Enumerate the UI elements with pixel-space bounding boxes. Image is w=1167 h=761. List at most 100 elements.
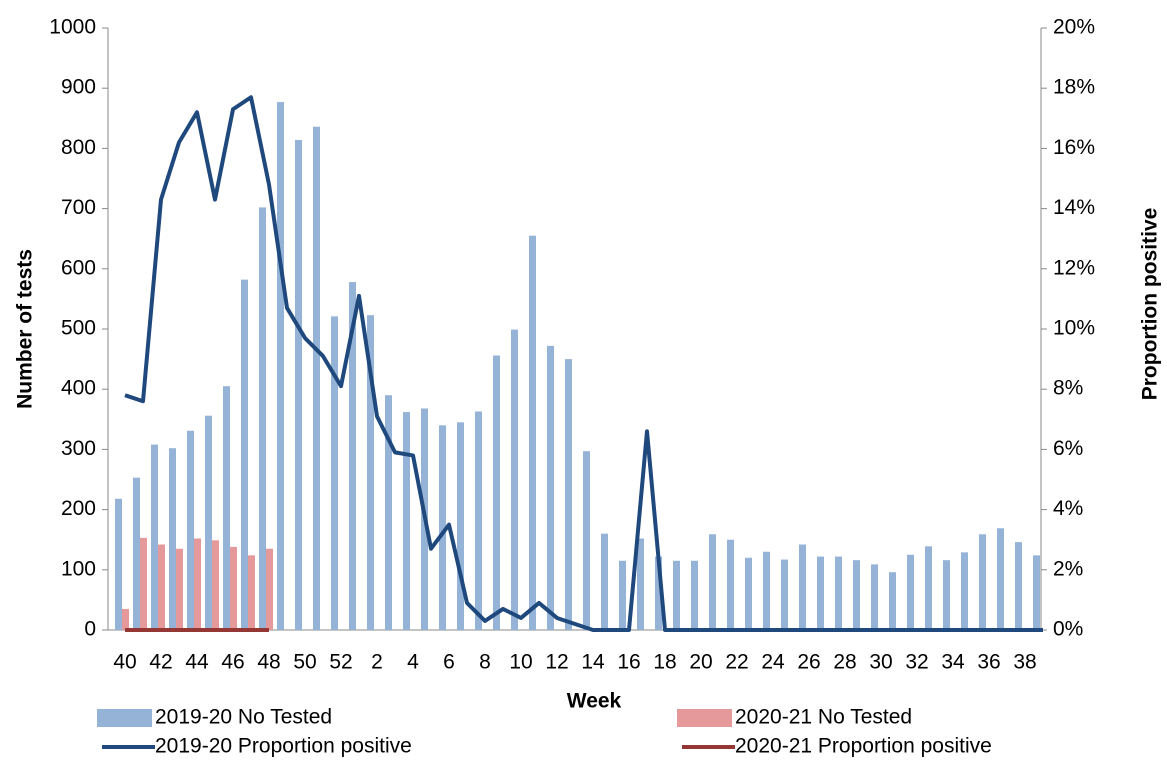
bar (212, 540, 219, 630)
y-tick-label: 500 (61, 317, 96, 340)
legend-label: 2019-20 Proportion positive (155, 735, 412, 758)
y-axis-title: Number of tests (14, 249, 37, 409)
bar (277, 102, 284, 630)
bar (835, 556, 842, 630)
x-tick-label: 16 (617, 651, 640, 674)
y2-tick-label: 12% (1053, 256, 1095, 279)
legend-label: 2020-21 No Tested (735, 706, 912, 729)
x-tick-label: 30 (869, 651, 892, 674)
bar (691, 560, 698, 630)
bar (230, 546, 237, 630)
x-tick-label: 32 (905, 651, 928, 674)
bar (385, 395, 392, 630)
bar (781, 559, 788, 630)
bar (547, 345, 554, 630)
bar (169, 448, 176, 630)
x-tick-label: 52 (329, 651, 352, 674)
bar (655, 556, 662, 630)
bar (799, 544, 806, 630)
bar (943, 560, 950, 630)
legend-label: 2020-21 Proportion positive (735, 735, 992, 758)
bar (475, 411, 482, 630)
x-tick-label: 50 (293, 651, 316, 674)
bar (727, 539, 734, 630)
bar (817, 556, 824, 630)
bar (140, 537, 147, 630)
y-tick-label: 0 (84, 618, 96, 641)
bar (763, 551, 770, 630)
x-tick-label: 8 (479, 651, 491, 674)
bar (158, 544, 165, 630)
x-tick-label: 46 (221, 651, 244, 674)
y2-tick-label: 4% (1053, 497, 1083, 520)
legend-label: 2019-20 No Tested (155, 706, 332, 729)
bar (907, 554, 914, 630)
bar (133, 477, 140, 630)
y-tick-label: 400 (61, 377, 96, 400)
y2-tick-label: 14% (1053, 196, 1095, 219)
bar (565, 359, 572, 630)
y2-tick-label: 20% (1053, 16, 1095, 39)
x-tick-label: 28 (833, 651, 856, 674)
legend-swatch (97, 709, 152, 727)
x-tick-label: 44 (185, 651, 209, 674)
y2-tick-label: 6% (1053, 437, 1083, 460)
x-tick-label: 26 (797, 651, 820, 674)
bar (745, 557, 752, 630)
bar (619, 560, 626, 630)
y-tick-label: 1000 (49, 16, 96, 39)
bar (871, 564, 878, 630)
bar (979, 534, 986, 630)
bar (1033, 555, 1040, 630)
bar (673, 560, 680, 630)
bar (1015, 542, 1022, 630)
y-tick-label: 200 (61, 497, 96, 520)
bar (961, 552, 968, 630)
x-tick-label: 10 (509, 651, 532, 674)
bar (176, 548, 183, 630)
bar (241, 279, 248, 630)
x-tick-label: 36 (977, 651, 1000, 674)
bar (925, 546, 932, 630)
x-tick-label: 18 (653, 651, 676, 674)
x-tick-label: 38 (1013, 651, 1036, 674)
x-tick-label: 2 (371, 651, 383, 674)
bar (853, 560, 860, 630)
bar (511, 329, 518, 630)
bar (637, 538, 644, 630)
bar (248, 555, 255, 630)
x-tick-label: 40 (113, 651, 136, 674)
y-tick-label: 300 (61, 437, 96, 460)
x-tick-label: 14 (581, 651, 605, 674)
x-tick-label: 24 (761, 651, 785, 674)
y2-tick-label: 8% (1053, 377, 1083, 400)
y2-tick-label: 2% (1053, 557, 1083, 580)
y2-axis-title: Proportion positive (1139, 208, 1162, 401)
y-tick-label: 800 (61, 136, 96, 159)
bar (439, 425, 446, 630)
bar (331, 316, 338, 630)
bar (259, 207, 266, 630)
y-tick-label: 700 (61, 196, 96, 219)
bar (367, 315, 374, 630)
bar (151, 444, 158, 630)
bar (187, 430, 194, 630)
bar (493, 355, 500, 630)
bar (583, 451, 590, 630)
bar (889, 572, 896, 630)
bar (529, 235, 536, 630)
bar (457, 422, 464, 630)
bar (709, 534, 716, 630)
x-tick-label: 22 (725, 651, 748, 674)
y2-tick-label: 18% (1053, 76, 1095, 99)
bar (194, 538, 201, 630)
x-tick-label: 12 (545, 651, 568, 674)
x-tick-label: 4 (407, 651, 419, 674)
bar (223, 386, 230, 630)
line (124, 95, 1043, 632)
legend-swatch (677, 709, 732, 727)
y2-tick-label: 10% (1053, 317, 1095, 340)
bar (403, 412, 410, 630)
y2-tick-label: 16% (1053, 136, 1095, 159)
